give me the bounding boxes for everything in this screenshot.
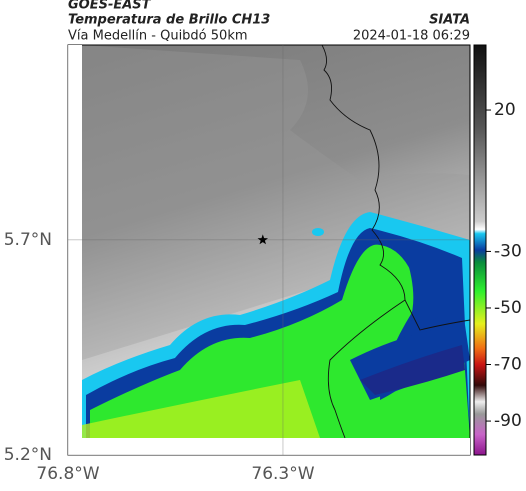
colorbar (473, 44, 487, 456)
colorbar-tick-label: -50 (494, 298, 522, 318)
datetime: 2024-01-18 06:29 (353, 29, 470, 44)
colorbar-tick-label: -70 (494, 355, 522, 375)
y-tick-label: 5.2°N (4, 445, 52, 465)
x-tick-label: 76.3°W (251, 464, 314, 484)
source: SIATA (429, 13, 470, 28)
map-margin (68, 45, 82, 455)
region: Vía Medellín - Quibdó 50km (68, 29, 248, 44)
subtitle: Temperatura de Brillo CH13 (68, 13, 270, 28)
x-tick-label: 76.8°W (36, 464, 99, 484)
satellite-image (82, 45, 470, 438)
colorbar-tick-label: -90 (494, 411, 522, 431)
map-margin (68, 438, 470, 455)
y-tick-label: 5.7°N (4, 230, 52, 250)
title: GOES-EAST (68, 0, 152, 13)
location-marker (257, 234, 268, 245)
colorbar-tick-label: 20 (494, 100, 516, 120)
colorbar-tick-label: -30 (494, 241, 522, 261)
